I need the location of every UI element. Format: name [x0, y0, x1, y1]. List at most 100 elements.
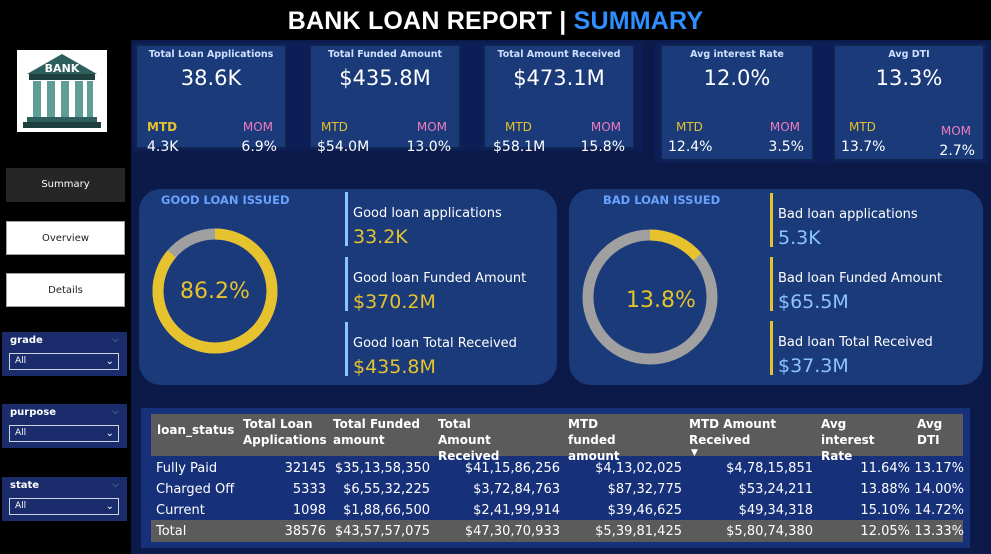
grade-select-value: All — [15, 356, 27, 366]
nav-overview-button[interactable]: Overview — [6, 221, 125, 255]
sort-desc-icon[interactable]: ▼ — [691, 448, 698, 458]
kpi-title: Total Loan Applications — [148, 49, 274, 60]
donut-segment — [582, 229, 718, 365]
grade-filter: grade ⌵ All ⌄ — [2, 332, 127, 376]
table-cell: $35,13,58,350 — [334, 461, 430, 476]
table-header-received[interactable]: Total Amount Received — [434, 414, 564, 463]
table-cell: $39,46,625 — [607, 503, 682, 518]
metric-bar — [770, 257, 773, 311]
dropdown-arrow-icon: ⌄ — [105, 428, 114, 439]
table-cell: 15.10% — [860, 503, 910, 518]
metric-value: $65.5M — [778, 291, 849, 313]
kpi-value: $473.1M — [513, 66, 605, 90]
good-loan-title: GOOD LOAN ISSUED — [161, 193, 290, 207]
kpi-value: $435.8M — [339, 66, 431, 90]
table-cell: Total — [156, 524, 187, 539]
table-cell: 13.88% — [860, 482, 910, 497]
bank-icon: BANK — [23, 54, 101, 128]
table-cell: 14.00% — [914, 482, 964, 497]
table-cell: 14.72% — [914, 503, 964, 518]
metric-label: Bad loan Funded Amount — [778, 271, 943, 286]
grade-select[interactable]: All ⌄ — [9, 353, 119, 370]
table-cell: 13.17% — [914, 461, 964, 476]
table-header-mtd-received[interactable]: MTD Amount Received ▼ — [685, 414, 817, 458]
chevron-down-icon[interactable]: ⌵ — [112, 480, 119, 490]
kpi-title: Total Amount Received — [497, 49, 621, 60]
kpi-mom-label: MOM — [940, 124, 971, 138]
dropdown-arrow-icon: ⌄ — [105, 356, 114, 367]
purpose-select-value: All — [15, 428, 27, 438]
kpi-title: Avg DTI — [888, 49, 930, 60]
table-cell: $6,55,32,225 — [343, 482, 430, 497]
table-header-mtd-funded[interactable]: MTD funded amount — [564, 414, 685, 463]
kpi-mom-label: MOM — [590, 120, 621, 134]
table-header-funded[interactable]: Total Funded amount — [329, 414, 434, 456]
kpi-mom-label: MOM — [769, 120, 800, 134]
bank-logo: BANK — [17, 50, 107, 132]
table-header-interest[interactable]: Avg interest Rate — [817, 414, 913, 463]
kpi-mtd-label: MTD — [147, 120, 178, 134]
kpi-mtd-value: 13.7% — [841, 139, 886, 155]
metric-bar — [345, 192, 348, 246]
kpi-card-funded: Total Funded Amount $435.8M MTD MOM $54.… — [309, 44, 461, 155]
nav-details-button[interactable]: Details — [6, 273, 125, 307]
kpi-mtd-value: $58.1M — [493, 139, 546, 155]
table-cell: $41,15,86,256 — [464, 461, 560, 476]
table-cell: $47,30,70,933 — [464, 524, 560, 539]
metric-value: $370.2M — [353, 291, 436, 313]
table-header-loan-status[interactable]: loan_status — [151, 414, 239, 456]
kpi-mom-label: MOM — [416, 120, 447, 134]
table-cell: 13.33% — [914, 524, 964, 539]
kpi-value: 13.3% — [875, 66, 943, 90]
metric-value: $435.8M — [353, 356, 436, 378]
state-filter: state ⌵ All ⌄ — [2, 477, 127, 521]
table-cell: Current — [156, 503, 205, 518]
metric-value: 5.3K — [778, 227, 821, 249]
table-header-dti[interactable]: Avg DTI — [913, 414, 963, 456]
state-select[interactable]: All ⌄ — [9, 498, 119, 515]
table-total-row — [151, 520, 963, 542]
metric-label: Bad loan Total Received — [778, 335, 933, 350]
table-cell: 5333 — [292, 482, 326, 497]
metric-value: $37.3M — [778, 355, 849, 377]
table-cell: 32145 — [284, 461, 326, 476]
purpose-select[interactable]: All ⌄ — [9, 425, 119, 442]
table-cell: $4,78,15,851 — [726, 461, 813, 476]
metric-value: 33.2K — [353, 226, 408, 248]
table-header-mtd-received-label: MTD Amount Received — [689, 417, 777, 447]
metric-bar — [345, 257, 348, 311]
kpi-value: 12.0% — [703, 66, 771, 90]
kpi-card-received: Total Amount Received $473.1M MTD MOM $5… — [483, 44, 635, 155]
good-loan-donut: 86.2% — [152, 228, 278, 354]
good-loan-percent: 86.2% — [180, 279, 250, 304]
kpi-mtd-value: 4.3K — [147, 139, 179, 155]
kpi-mom-label: MOM — [242, 120, 273, 134]
table-header-applications[interactable]: Total Loan Applications — [239, 414, 329, 456]
bad-apps-metric: Bad loan applications 5.3K — [770, 193, 970, 249]
kpi-title: Avg interest Rate — [690, 49, 784, 60]
table-cell: 11.64% — [860, 461, 910, 476]
dropdown-arrow-icon: ⌄ — [105, 501, 114, 512]
chevron-down-icon[interactable]: ⌵ — [112, 335, 119, 345]
state-filter-label: state — [10, 480, 40, 491]
kpi-card-interest: Avg interest Rate 12.0% MTD MOM 12.4% 3.… — [660, 44, 814, 161]
good-loan-panel: GOOD LOAN ISSUED 86.2% Good loan applica… — [139, 189, 557, 385]
kpi-mtd-value: 12.4% — [668, 139, 713, 155]
metric-bar — [770, 193, 773, 247]
metric-label: Good loan Funded Amount — [353, 271, 527, 286]
kpi-title: Total Funded Amount — [328, 49, 442, 60]
table-cell: $87,32,775 — [607, 482, 682, 497]
table-cell: 38576 — [284, 524, 326, 539]
nav-summary-button[interactable]: Summary — [6, 168, 125, 202]
kpi-mtd-label: MTD — [321, 120, 348, 134]
title-accent: SUMMARY — [573, 7, 704, 35]
kpi-card-applications: Total Loan Applications 38.6K MTD MOM 4.… — [135, 44, 287, 155]
purpose-filter-label: purpose — [10, 407, 56, 418]
kpi-mom-value: 2.7% — [939, 143, 975, 159]
table-cell: $53,24,211 — [738, 482, 813, 497]
bad-loan-percent: 13.8% — [626, 288, 696, 313]
kpi-mom-value: 3.5% — [768, 139, 804, 155]
chevron-down-icon[interactable]: ⌵ — [112, 407, 119, 417]
donut-segment — [152, 228, 278, 354]
kpi-card-dti: Avg DTI 13.3% MTD MOM 13.7% 2.7% — [833, 44, 985, 161]
